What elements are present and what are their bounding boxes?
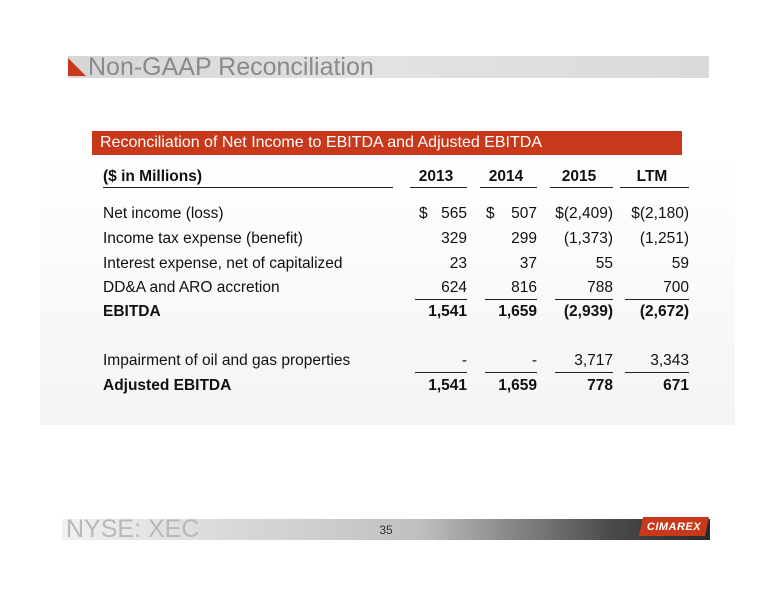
- row-label: Income tax expense (benefit): [103, 230, 303, 247]
- table-row: Interest expense, net of capitalized 23 …: [0, 253, 776, 275]
- table-row: Impairment of oil and gas properties - -…: [0, 350, 776, 372]
- cell-value: 59: [671, 255, 689, 272]
- table-row: Net income (loss) $ 565 $ 507 $(2,409) $…: [0, 203, 776, 225]
- subtotal-rule: [415, 299, 467, 300]
- cell-value: 55: [595, 255, 613, 272]
- cell-value: 816: [511, 279, 537, 296]
- cell-value: -: [461, 352, 467, 369]
- row-label: Impairment of oil and gas properties: [103, 352, 351, 369]
- table-header-row: ($ in Millions) 2013 2014 2015 LTM: [0, 166, 776, 188]
- subtotal-rule: [555, 372, 613, 373]
- title-accent-triangle: [68, 58, 86, 76]
- header-rule: [410, 187, 467, 188]
- table-row: Adjusted EBITDA 1,541 1,659 778 671: [0, 375, 776, 397]
- subtotal-rule: [625, 372, 689, 373]
- cell-value: 507: [511, 205, 537, 222]
- cell-value: -: [531, 352, 537, 369]
- cell-value: 329: [441, 230, 467, 247]
- table-banner: Reconciliation of Net Income to EBITDA a…: [92, 131, 682, 155]
- cell-value: $(2,409): [555, 205, 613, 222]
- cell-value: 624: [441, 279, 467, 296]
- cell-value: (1,373): [563, 230, 613, 247]
- subtotal-rule: [625, 299, 689, 300]
- table-row: EBITDA 1,541 1,659 (2,939) (2,672): [0, 301, 776, 323]
- cell-value: 1,659: [498, 377, 537, 394]
- cell-value: (1,251): [639, 230, 689, 247]
- cell-value: 299: [511, 230, 537, 247]
- header-rule: [480, 187, 537, 188]
- subtotal-rule: [485, 299, 537, 300]
- header-rule: [550, 187, 613, 188]
- row-label: Interest expense, net of capitalized: [103, 255, 343, 272]
- row-label: EBITDA: [103, 303, 161, 320]
- row-label: DD&A and ARO accretion: [103, 279, 280, 296]
- table-panel: [40, 155, 735, 425]
- title-bar: [68, 56, 709, 78]
- header-rule: [620, 187, 689, 188]
- cell-value: (2,939): [563, 303, 613, 320]
- header-rule: [103, 187, 393, 188]
- cell-value: 3,343: [650, 352, 689, 369]
- footer-ticker: NYSE: XEC: [66, 515, 200, 543]
- table-row: Income tax expense (benefit) 329 299 (1,…: [0, 228, 776, 250]
- dollar-sign: $: [419, 205, 428, 222]
- page-title: Non-GAAP Reconciliation: [88, 53, 374, 81]
- cell-value: 565: [441, 205, 467, 222]
- table-row: DD&A and ARO accretion 624 816 788 700: [0, 277, 776, 299]
- page-number: 35: [379, 523, 393, 537]
- row-label: Adjusted EBITDA: [103, 377, 232, 394]
- footer-bar: [62, 519, 710, 540]
- company-logo-text: CIMAREX: [646, 521, 702, 533]
- column-header: LTM: [636, 168, 668, 185]
- unit-label: ($ in Millions): [103, 168, 203, 185]
- subtotal-rule: [415, 372, 467, 373]
- cell-value: 788: [587, 279, 613, 296]
- subtotal-rule: [555, 299, 613, 300]
- cell-value: $(2,180): [631, 205, 689, 222]
- cell-value: (2,672): [639, 303, 689, 320]
- column-header: 2015: [561, 168, 597, 185]
- cell-value: 778: [587, 377, 613, 394]
- column-header: 2013: [418, 168, 454, 185]
- row-label: Net income (loss): [103, 205, 224, 222]
- dollar-sign: $: [486, 205, 495, 222]
- cell-value: 37: [519, 255, 537, 272]
- column-header: 2014: [488, 168, 524, 185]
- subtotal-rule: [485, 372, 537, 373]
- cell-value: 671: [663, 377, 689, 394]
- cell-value: 23: [449, 255, 467, 272]
- cell-value: 1,541: [428, 303, 467, 320]
- cell-value: 1,541: [428, 377, 467, 394]
- cell-value: 1,659: [498, 303, 537, 320]
- cell-value: 700: [663, 279, 689, 296]
- cell-value: 3,717: [574, 352, 613, 369]
